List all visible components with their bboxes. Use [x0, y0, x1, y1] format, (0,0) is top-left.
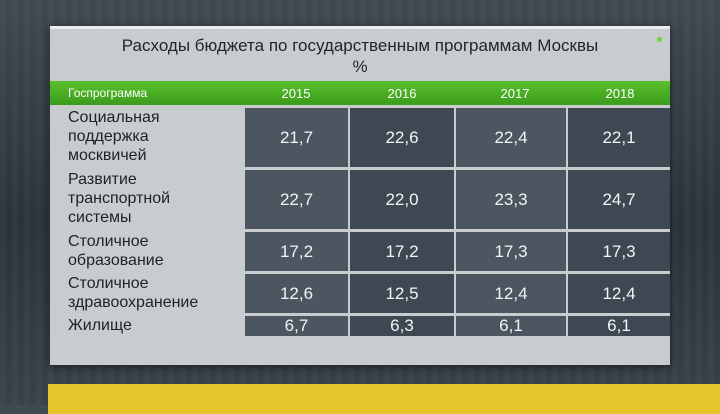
value-cell-2016: 6,3 [350, 316, 454, 336]
value-cell-2015: 22,7 [245, 170, 348, 229]
table-row: Столичное образование 17,2 17,2 17,3 17,… [50, 232, 670, 271]
value-cell-2016: 12,5 [350, 274, 454, 313]
value-cell-2017: 22,4 [456, 108, 566, 167]
value-cell-2018: 22,1 [568, 108, 670, 167]
row-label: Жилище [68, 316, 132, 335]
row-label-line: здравоохранение [68, 294, 199, 311]
value-cell-2015: 6,7 [245, 316, 348, 336]
row-label-line: образование [68, 252, 164, 269]
row-label-line: Столичное [68, 275, 149, 292]
value-cell-2017: 12,4 [456, 274, 566, 313]
title-text: Расходы бюджета по государственным прогр… [121, 36, 599, 55]
table-title: Расходы бюджета по государственным прогр… [50, 35, 670, 77]
row-label-line: Социальная [68, 109, 160, 126]
row-label: Социальная поддержка москвичей [68, 108, 160, 165]
row-label-line: транспортной [68, 190, 171, 207]
table-row: Развитие транспортной системы 22,7 22,0 … [50, 170, 670, 229]
table-row: Жилище 6,7 6,3 6,1 6,1 [50, 316, 670, 336]
news-ticker-bar [48, 384, 720, 414]
value-cell-2015: 17,2 [245, 232, 348, 271]
row-label: Столичное образование [68, 232, 164, 270]
value-cell-2017: 17,3 [456, 232, 566, 271]
row-label-line: Развитие [68, 171, 137, 188]
row-label-line: москвичей [68, 147, 147, 164]
table-row: Социальная поддержка москвичей 21,7 22,6… [50, 108, 670, 167]
value-cell-2015: 12,6 [245, 274, 348, 313]
row-label: Развитие транспортной системы [68, 170, 170, 227]
value-cell-2016: 22,0 [350, 170, 454, 229]
value-cell-2018: 24,7 [568, 170, 670, 229]
header-year-2015: 2015 [281, 86, 311, 101]
table-row: Столичное здравоохранение 12,6 12,5 12,4… [50, 274, 670, 313]
header-year-2018: 2018 [605, 86, 635, 101]
value-cell-2015: 21,7 [245, 108, 348, 167]
header-year-2017: 2017 [500, 86, 530, 101]
table-header: Госпрограмма 2015 2016 2017 2018 [50, 81, 670, 105]
row-label-line: поддержка [68, 128, 149, 145]
row-label: Столичное здравоохранение [68, 274, 198, 312]
header-program-label: Госпрограмма [68, 86, 148, 100]
value-cell-2016: 17,2 [350, 232, 454, 271]
row-label-line: Жилище [68, 317, 132, 334]
value-cell-2017: 6,1 [456, 316, 566, 336]
row-label-line: системы [68, 209, 132, 226]
budget-table-panel: Расходы бюджета по государственным прогр… [50, 26, 670, 365]
accent-dot-icon [657, 37, 662, 42]
header-year-2016: 2016 [387, 86, 417, 101]
value-cell-2018: 6,1 [568, 316, 670, 336]
value-cell-2018: 17,3 [568, 232, 670, 271]
value-cell-2018: 12,4 [568, 274, 670, 313]
value-cell-2017: 23,3 [456, 170, 566, 229]
row-label-line: Столичное [68, 233, 149, 250]
value-cell-2016: 22,6 [350, 108, 454, 167]
title-unit: % [352, 57, 368, 76]
